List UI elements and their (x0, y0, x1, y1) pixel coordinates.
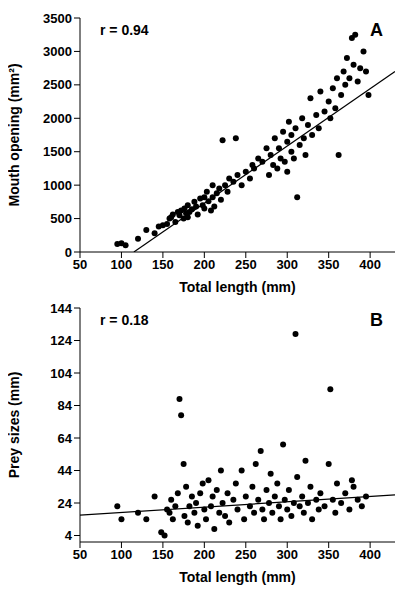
svg-text:100: 100 (111, 257, 133, 272)
svg-text:44: 44 (58, 463, 73, 478)
svg-text:Mouth opening (mm²): Mouth opening (mm²) (8, 63, 22, 206)
svg-text:0: 0 (65, 245, 72, 260)
svg-text:2500: 2500 (43, 77, 72, 92)
svg-text:100: 100 (111, 547, 133, 562)
svg-text:350: 350 (318, 257, 340, 272)
svg-text:Prey sizes (mm): Prey sizes (mm) (8, 372, 22, 479)
svg-text:144: 144 (50, 301, 72, 316)
svg-text:400: 400 (359, 547, 381, 562)
svg-text:104: 104 (50, 366, 72, 381)
svg-text:300: 300 (276, 547, 298, 562)
svg-text:50: 50 (73, 257, 87, 272)
svg-text:400: 400 (359, 257, 381, 272)
html-text:B: B (370, 310, 383, 330)
svg-text:2000: 2000 (43, 111, 72, 126)
html-text:r = 0.94: r = 0.94 (100, 22, 149, 38)
html-text:r = 0.18: r = 0.18 (100, 312, 149, 328)
svg-text:200: 200 (193, 257, 215, 272)
svg-text:250: 250 (235, 547, 257, 562)
svg-text:3000: 3000 (43, 44, 72, 59)
svg-text:1500: 1500 (43, 144, 72, 159)
svg-text:84: 84 (58, 398, 73, 413)
svg-text:150: 150 (152, 547, 174, 562)
svg-text:300: 300 (276, 257, 298, 272)
svg-text:Total length (mm): Total length (mm) (179, 569, 295, 585)
svg-text:64: 64 (58, 431, 73, 446)
svg-text:250: 250 (235, 257, 257, 272)
svg-text:3500: 3500 (43, 11, 72, 26)
svg-text:124: 124 (50, 333, 72, 348)
svg-text:200: 200 (193, 547, 215, 562)
svg-text:350: 350 (318, 547, 340, 562)
svg-text:Total length (mm): Total length (mm) (179, 279, 295, 295)
svg-text:500: 500 (50, 211, 72, 226)
html-text:A: A (370, 20, 383, 40)
svg-text:4: 4 (65, 528, 73, 543)
svg-text:150: 150 (152, 257, 174, 272)
svg-text:24: 24 (58, 496, 73, 511)
svg-text:50: 50 (73, 547, 87, 562)
svg-text:1000: 1000 (43, 178, 72, 193)
